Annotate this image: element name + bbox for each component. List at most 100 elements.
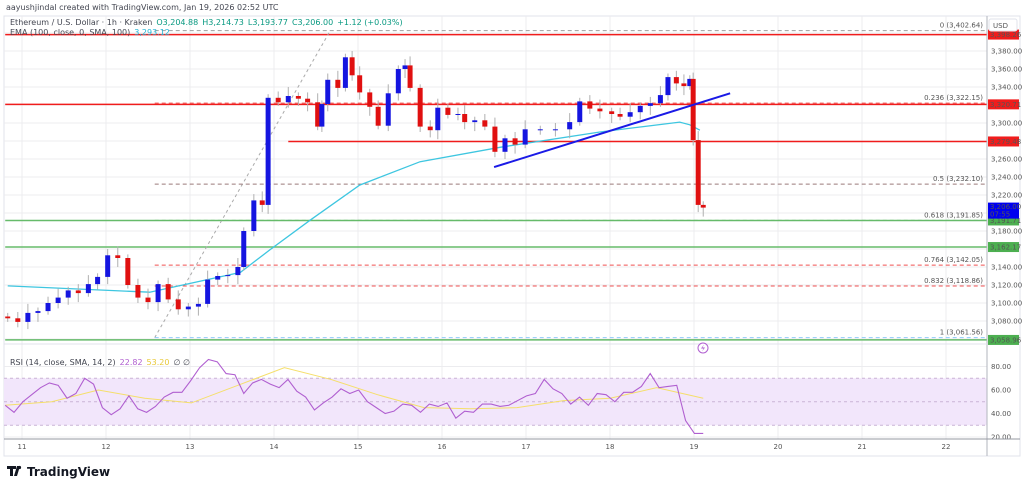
change-value: +1.12 (+0.03%) — [337, 18, 402, 27]
candle-up — [385, 93, 391, 126]
fib-level-label: 0.832 (3,118.86) — [924, 277, 983, 285]
candle-down — [695, 140, 701, 205]
candle-down — [15, 318, 21, 322]
candle-down — [673, 77, 679, 84]
candle-down — [357, 75, 363, 93]
symbol-name: Ethereum / U.S. Dollar · 1h · Kraken — [10, 18, 152, 27]
currency-button[interactable] — [988, 18, 1018, 32]
candle-down — [512, 138, 518, 145]
candle-up — [265, 97, 271, 205]
price-axis-label: 3,080.00 — [991, 318, 1022, 326]
candle-down — [445, 107, 451, 115]
time-axis-label: 20 — [774, 443, 783, 451]
candle-down — [335, 79, 341, 88]
low-value: L3,193.77 — [248, 18, 288, 27]
svg-text:Ethereum / U.S. Dollar · 1h ·: Ethereum / U.S. Dollar · 1h · Kraken O3,2… — [10, 18, 403, 27]
candle-down — [492, 126, 498, 152]
price-axis-label: 3,340.00 — [991, 84, 1022, 92]
candle-down — [690, 78, 696, 141]
tradingview-logo-icon — [7, 466, 20, 476]
candle-up — [55, 297, 61, 303]
candle-down — [315, 102, 321, 127]
chart-credit: aayushjindal created with TradingView.co… — [6, 3, 279, 12]
candle-up — [195, 303, 201, 307]
candle-up — [395, 69, 401, 94]
currency-label: USD — [993, 22, 1008, 30]
rsi-axis: 80.00 60.00 40.00 20.00 — [991, 363, 1011, 442]
candle-down — [125, 258, 131, 285]
candle-down — [462, 114, 468, 123]
rsi-axis-label: 20.00 — [991, 434, 1011, 442]
last-price-tag: 3,206.00 07:55 — [988, 202, 1021, 219]
candle-up — [627, 112, 633, 117]
countdown: 07:55 — [990, 211, 1010, 219]
candle-up — [567, 122, 573, 130]
price-axis-label: 3,140.00 — [991, 264, 1022, 272]
candle-up — [35, 311, 41, 313]
time-axis-label: 19 — [690, 443, 699, 451]
price-axis-label: 3,120.00 — [991, 282, 1022, 290]
candle-down — [700, 204, 706, 208]
open-value: O3,204.88 — [156, 18, 198, 27]
price-axis[interactable]: 3,380.00 3,360.00 3,340.00 3,300.00 3,260.00… — [988, 29, 1022, 345]
time-axis[interactable]: 11 12 13 14 15 16 17 18 19 20 21 22 — [18, 443, 951, 451]
candle-down — [375, 106, 381, 126]
rsi-lines — [4, 358, 704, 435]
rsi-flags: ∅ ∅ — [173, 358, 190, 367]
candle-up — [687, 78, 693, 87]
ema-line — [7, 121, 701, 293]
candle-down — [259, 200, 265, 205]
candles — [5, 51, 706, 330]
candle-down — [617, 114, 623, 117]
candle-down — [135, 285, 141, 298]
candle-up — [435, 107, 441, 131]
last-price: 3,206.00 — [990, 203, 1021, 211]
candle-up — [342, 57, 348, 88]
price-level-tag-label: 3,320.71 — [990, 101, 1021, 109]
trendline[interactable] — [493, 92, 731, 169]
fib-level-label: 0.236 (3,322.15) — [924, 94, 983, 102]
candle-up — [502, 138, 508, 152]
time-axis-label: 11 — [18, 443, 27, 451]
time-axis-label: 21 — [858, 443, 867, 451]
close-value: C3,206.00 — [292, 18, 333, 27]
candle-down — [275, 97, 281, 103]
candle-up — [657, 95, 663, 104]
fib-level-label: 0.618 (3,191.85) — [924, 211, 983, 219]
candle-down — [145, 297, 151, 303]
candle-down — [417, 87, 423, 127]
candle-down — [587, 101, 593, 109]
candle-up — [285, 96, 291, 103]
price-level-tag — [988, 215, 1019, 226]
price-level-tag-label: 3,191.71 — [990, 217, 1021, 225]
price-level-tag-label: 3,058.96 — [990, 336, 1022, 344]
price-level-tag-label: 3,279.48 — [990, 138, 1021, 146]
candle-up — [155, 284, 161, 303]
rsi-axis-label: 60.00 — [991, 387, 1011, 395]
candle-up — [665, 77, 671, 96]
fibonacci-retracement[interactable]: 0 (3,402.64) 0.236 (3,322.15) 0.5 (3,232.1… — [154, 22, 987, 339]
rsi-axis-label: 40.00 — [991, 410, 1011, 418]
candle-up — [85, 284, 91, 294]
candle-down — [295, 96, 301, 99]
time-axis-label: 22 — [942, 443, 951, 451]
time-axis-label: 16 — [438, 443, 447, 451]
candle-up — [637, 105, 643, 113]
candle-down — [305, 98, 311, 103]
candle-up — [235, 267, 241, 276]
alert-lightning-icon[interactable] — [697, 342, 709, 354]
candle-up — [455, 114, 461, 115]
grid — [4, 16, 987, 439]
candle-down — [681, 83, 687, 87]
candle-up — [537, 129, 543, 131]
candle-up — [215, 276, 221, 280]
symbol-legend: Ethereum / U.S. Dollar · 1h · Kraken O3,2… — [10, 18, 403, 37]
rsi-value: 22.82 — [120, 358, 143, 367]
fib-level-label: 0.5 (3,232.10) — [933, 175, 983, 183]
price-axis-label: 3,100.00 — [991, 300, 1022, 308]
price-axis-label: 3,180.00 — [991, 228, 1022, 236]
price-level-tag — [988, 334, 1019, 345]
candle-down — [407, 65, 413, 88]
candle-up — [205, 279, 211, 304]
